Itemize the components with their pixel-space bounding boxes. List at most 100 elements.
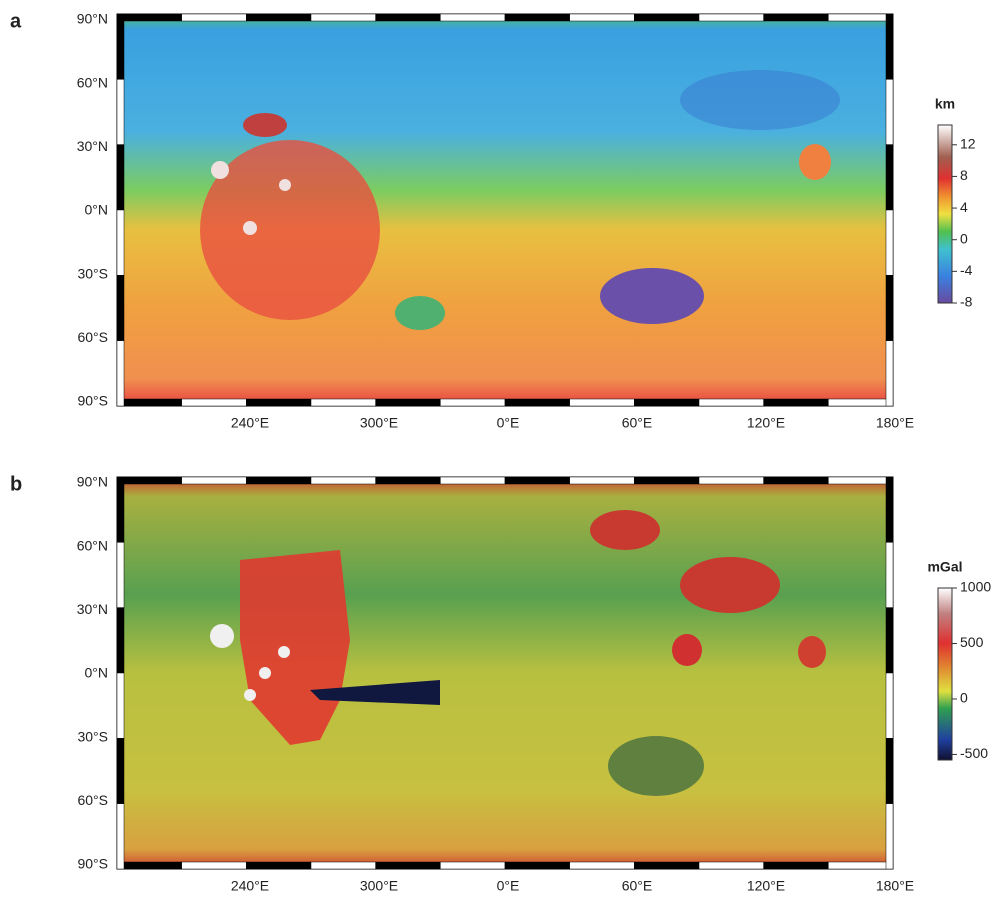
y-tick-label: 30°N [77,601,108,617]
frame-bar [570,14,635,21]
x-tick-label: 180°E [876,415,914,431]
colorbar-tick-label: 500 [960,634,984,650]
x-tick-label: 300°E [360,415,398,431]
y-tick-label: 90°S [77,856,108,872]
frame-bar [886,145,893,210]
frame-bar [182,399,247,406]
frame-bar [246,399,311,406]
frame-bar [505,862,570,869]
frame-bar [182,862,247,869]
colorbar-tick-label: 12 [960,135,976,151]
colorbar-tick-label: -8 [960,294,973,310]
frame-bar [117,14,124,79]
frame-bar [440,862,505,869]
frame-bar [828,399,893,406]
frame-bar [634,14,699,21]
colorbar-tick-label: -500 [960,745,988,761]
frame-bar [117,14,182,21]
x-tick-label: 180°E [876,878,914,894]
x-tick-label: 60°E [622,878,653,894]
frame-bar [886,275,893,340]
colorbar-tick-label: 8 [960,167,968,183]
frame-bar [886,341,893,406]
frame-bar [634,862,699,869]
frame-bar [699,14,764,21]
frame-bar [376,14,441,21]
y-tick-label: 30°S [77,265,108,281]
frame-bar [440,399,505,406]
frame-bar [505,477,570,484]
y-tick-label: 30°S [77,728,108,744]
x-tick-label: 240°E [231,415,269,431]
frame-bar [376,862,441,869]
y-tick-label: 60°N [77,537,108,553]
colorbar [938,125,952,303]
y-tick-label: 30°N [77,138,108,154]
frame-bar [886,738,893,803]
frame-bar [117,341,124,406]
frame-bar [505,399,570,406]
frame-bar [828,477,893,484]
frame-bar [886,542,893,607]
frame-bar [376,399,441,406]
frame-bar [311,399,376,406]
frame-bar [117,477,124,542]
frame-bar [117,79,124,144]
frame-bar [828,14,893,21]
y-tick-label: 60°S [77,329,108,345]
frame-bar [886,477,893,542]
frame-bar [699,477,764,484]
frame-bar [440,14,505,21]
y-tick-label: 60°S [77,792,108,808]
y-tick-label: 90°S [77,393,108,409]
panel-label: b [10,473,22,495]
x-tick-label: 0°E [497,415,520,431]
colorbar-tick-label: 4 [960,199,968,215]
frame-bar [117,275,124,340]
frame-bar [117,477,182,484]
frame-bar [117,804,124,869]
frame-bar [634,477,699,484]
frame-bar [117,542,124,607]
frame-bar [117,399,182,406]
y-tick-label: 60°N [77,74,108,90]
frame-bar [311,862,376,869]
frame-bar [182,14,247,21]
colorbar-tick-label: 1000 [960,579,991,595]
x-tick-label: 300°E [360,878,398,894]
frame-bar [311,14,376,21]
x-tick-label: 60°E [622,415,653,431]
colorbar-tick-label: -4 [960,262,973,278]
frame-bar [246,477,311,484]
x-tick-label: 240°E [231,878,269,894]
y-tick-label: 90°N [77,474,108,490]
frame-bar [246,862,311,869]
colorbar-tick-label: 0 [960,690,968,706]
frame-bar [311,477,376,484]
frame-bar [376,477,441,484]
frame-bar [699,862,764,869]
gravity-map [117,477,893,869]
frame-bar [246,14,311,21]
frame-bar [117,862,182,869]
frame-bar [764,862,829,869]
frame-bar [886,608,893,673]
frame-bar [634,399,699,406]
frame-bar [699,399,764,406]
frame-bar [117,608,124,673]
frame-bar [117,738,124,803]
frame-bar [117,145,124,210]
frame-bar [828,862,893,869]
frame-bar [570,399,635,406]
y-tick-label: 90°N [77,11,108,27]
colorbar-tick-label: 0 [960,230,968,246]
frame-bar [117,673,124,738]
panel-label: a [10,10,22,32]
x-tick-label: 120°E [747,878,785,894]
frame-bar [886,79,893,144]
frame-bar [764,477,829,484]
y-tick-label: 0°N [85,202,109,218]
frame-bar [764,399,829,406]
frame-bar [440,477,505,484]
colorbar-unit: mGal [927,559,962,575]
